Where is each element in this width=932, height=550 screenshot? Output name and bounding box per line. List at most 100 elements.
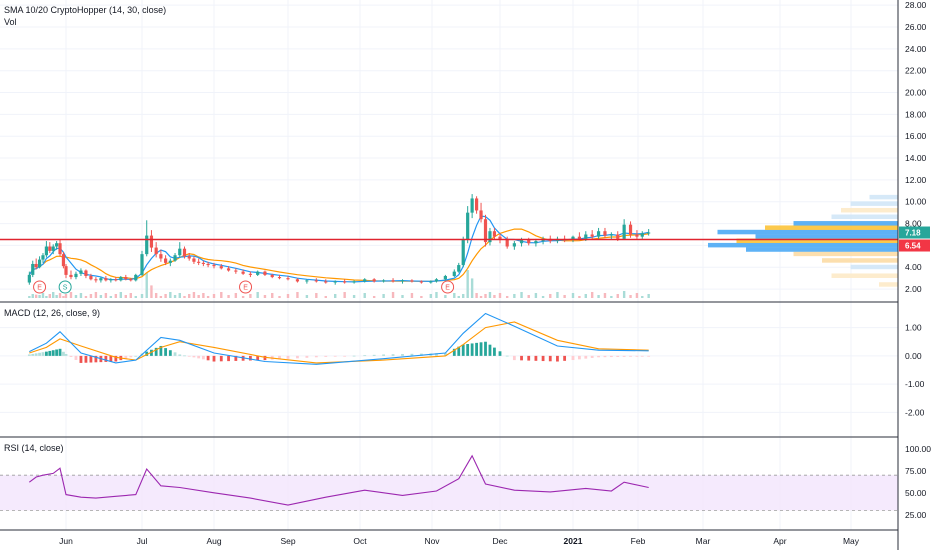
time-tick-label: Apr	[773, 536, 786, 546]
macd-histogram-bar	[197, 355, 201, 359]
macd-histogram-bar	[461, 344, 465, 356]
volume-bar	[192, 292, 196, 298]
candle-body	[119, 277, 123, 281]
volume-bar	[622, 291, 626, 298]
volume-bar	[89, 294, 93, 298]
macd-histogram-bar	[484, 341, 487, 356]
volume-bar	[134, 296, 137, 298]
macd-histogram-bar	[410, 353, 414, 356]
macd-histogram-bar	[647, 355, 651, 357]
price-tick-label: 16.00	[905, 131, 927, 141]
candle-body	[226, 268, 231, 271]
candle-body	[41, 255, 45, 260]
volume-bar	[28, 296, 31, 298]
macd-histogram-bar	[34, 353, 38, 356]
candle-body	[391, 280, 395, 282]
macd-histogram-bar	[343, 355, 347, 357]
candle-body	[277, 277, 282, 279]
macd-histogram-bar	[493, 347, 496, 356]
macd-histogram-bar	[534, 355, 538, 361]
volume-bar	[334, 294, 337, 298]
macd-histogram-bar	[622, 355, 626, 357]
macd-histogram-bar	[145, 351, 149, 356]
candle-body	[145, 235, 149, 255]
volume-bar	[513, 294, 516, 298]
candle-body	[352, 281, 356, 283]
candle-body	[89, 275, 93, 280]
volume-bar	[94, 292, 98, 298]
rsi-pane	[0, 454, 898, 511]
volume-profile-row	[793, 221, 898, 226]
event-marker-label: E	[445, 285, 450, 292]
candle-body	[640, 233, 644, 237]
macd-signal-line	[29, 321, 649, 364]
volume-profile-row	[736, 238, 898, 244]
candle-body	[197, 261, 201, 263]
line-price-label: 6.54	[905, 242, 921, 251]
volume-legend[interactable]: Vol	[4, 17, 17, 27]
macd-histogram-bar	[74, 355, 78, 360]
macd-tick-label: -1.00	[905, 379, 925, 389]
price-tick-label: 8.00	[905, 219, 922, 229]
event-marker-label: E	[243, 285, 248, 292]
volume-bar	[84, 296, 88, 298]
volume-bar	[74, 295, 78, 298]
macd-histogram-bar	[363, 355, 367, 357]
macd-histogram-bar	[58, 348, 62, 356]
price-tick-label: 2.00	[905, 284, 922, 294]
candle-body	[571, 236, 575, 240]
volume-bar	[479, 296, 483, 298]
volume-profile-row	[831, 214, 898, 220]
volume-bar	[58, 293, 62, 298]
candle-body	[443, 275, 447, 280]
volume-bar	[62, 296, 65, 298]
volume-bar	[391, 292, 395, 298]
candle-body	[187, 256, 191, 259]
time-tick-label: Nov	[424, 536, 440, 546]
time-tick-label: Oct	[353, 536, 367, 546]
volume-bar	[31, 294, 34, 298]
macd-histogram-bar	[597, 355, 600, 358]
volume-bar	[520, 292, 523, 298]
candle-body	[474, 198, 479, 211]
volume-bar	[241, 296, 245, 298]
macd-title[interactable]: MACD (12, 26, close, 9)	[4, 308, 100, 318]
line-price-badge	[899, 239, 930, 252]
candle-body	[305, 280, 309, 282]
price-tick-label: 20.00	[905, 88, 927, 98]
event-marker-label: E	[37, 285, 42, 292]
candle-body	[149, 235, 154, 248]
macd-histogram-bar	[640, 355, 644, 357]
indicator-legend[interactable]: SMA 10/20 CryptoHopper (14, 30, close)	[4, 5, 166, 15]
candle-body	[452, 271, 456, 276]
candle-body	[159, 254, 163, 259]
volume-bar	[296, 292, 299, 298]
event-marker	[441, 280, 455, 294]
volume-bar	[498, 293, 502, 298]
rsi-title[interactable]: RSI (14, close)	[4, 443, 64, 453]
candle-body	[55, 243, 59, 247]
candle-body	[603, 231, 607, 236]
volume-bar	[382, 294, 385, 298]
volume-bar	[109, 296, 113, 298]
macd-histogram-bar	[44, 351, 48, 356]
volume-bar	[597, 295, 600, 298]
candle-body	[519, 239, 524, 244]
candle-body	[286, 278, 290, 280]
event-marker	[33, 280, 47, 294]
time-tick-label: May	[843, 536, 860, 546]
macd-histogram-bar	[324, 355, 328, 357]
volume-bar	[556, 292, 559, 298]
volume-profile-row	[746, 247, 898, 252]
volume-bar	[488, 292, 492, 298]
volume-profile-row	[765, 225, 898, 230]
volume-profile-row	[822, 258, 898, 263]
candle-body	[154, 247, 158, 255]
candle-body	[483, 219, 488, 243]
time-tick-label: Jun	[59, 536, 73, 546]
event-marker	[58, 280, 72, 294]
macd-histogram-bar	[527, 355, 531, 361]
volume-bar	[38, 295, 41, 298]
